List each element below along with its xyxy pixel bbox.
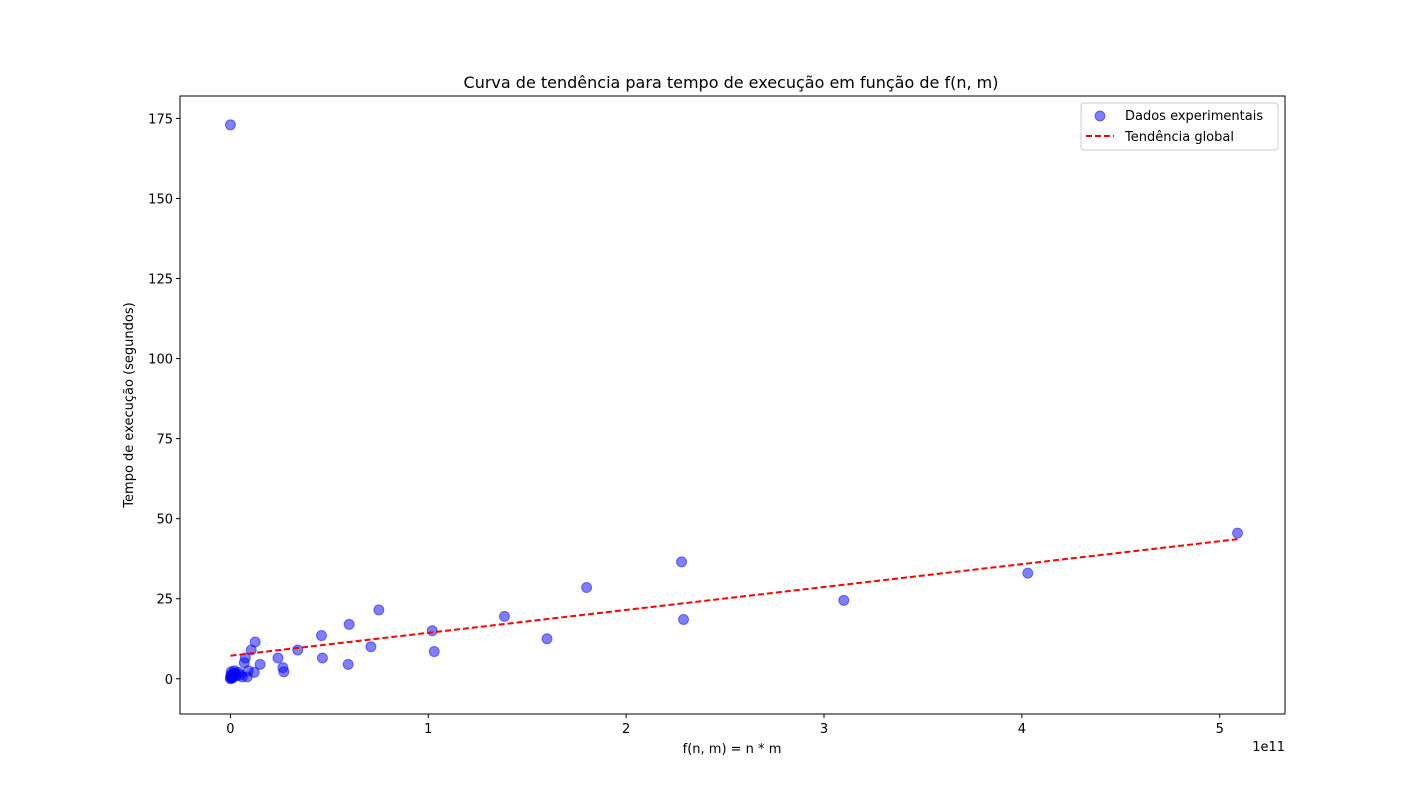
axes-frame (179, 95, 1286, 715)
legend-marker-scatter (1094, 110, 1106, 122)
legend-label-scatter: Dados experimentais (1125, 109, 1263, 124)
y-axis: 0 25 50 75 100 125 150 175 (148, 112, 180, 688)
plot-area (224, 119, 1244, 685)
data-point (838, 594, 850, 606)
legend-box (1080, 102, 1279, 151)
x-tick-label: 4 (1018, 722, 1026, 737)
data-point (272, 652, 284, 664)
data-point (315, 630, 327, 642)
trend-line (230, 538, 1238, 657)
legend-label-trend: Tendência global (1124, 130, 1234, 145)
chart-title: Curva de tendência para tempo de execuçã… (464, 73, 999, 92)
x-tick-label: 5 (1216, 722, 1224, 737)
data-point (343, 618, 355, 630)
legend: Dados experimentais Tendência global (1080, 102, 1279, 151)
data-point (249, 636, 261, 648)
data-point (581, 582, 593, 594)
data-point (541, 633, 553, 645)
data-point (365, 641, 377, 653)
y-tick-label: 150 (148, 192, 173, 207)
x-tick-label: 2 (622, 722, 630, 737)
y-tick-label: 100 (148, 353, 173, 368)
y-axis-label: Tempo de execução (segundos) (122, 302, 137, 508)
data-point (342, 658, 354, 670)
data-point (428, 646, 440, 658)
data-point (1232, 527, 1244, 539)
data-point (224, 119, 236, 131)
x-axis-label: f(n, m) = n * m (683, 742, 782, 757)
data-point (316, 652, 328, 664)
data-point (239, 652, 251, 664)
data-point (254, 658, 266, 670)
data-point (1022, 567, 1034, 579)
data-point (292, 644, 304, 656)
data-point (426, 625, 438, 637)
y-tick-label: 50 (156, 513, 173, 528)
y-tick-label: 75 (156, 433, 173, 448)
data-point (678, 614, 690, 626)
data-point (373, 604, 385, 616)
x-axis: 0 1 2 3 4 5 (226, 714, 1224, 737)
y-tick-label: 125 (148, 273, 173, 288)
x-tick-label: 1 (424, 722, 432, 737)
x-axis-offset-text: 1e11 (1252, 740, 1285, 755)
y-tick-label: 25 (156, 593, 173, 608)
y-tick-label: 175 (148, 112, 173, 127)
data-point (498, 610, 510, 622)
data-point (676, 556, 688, 568)
data-point (278, 666, 290, 678)
x-tick-label: 3 (820, 722, 828, 737)
data-point (248, 666, 260, 678)
x-tick-label: 0 (226, 722, 234, 737)
y-tick-label: 0 (165, 673, 173, 688)
